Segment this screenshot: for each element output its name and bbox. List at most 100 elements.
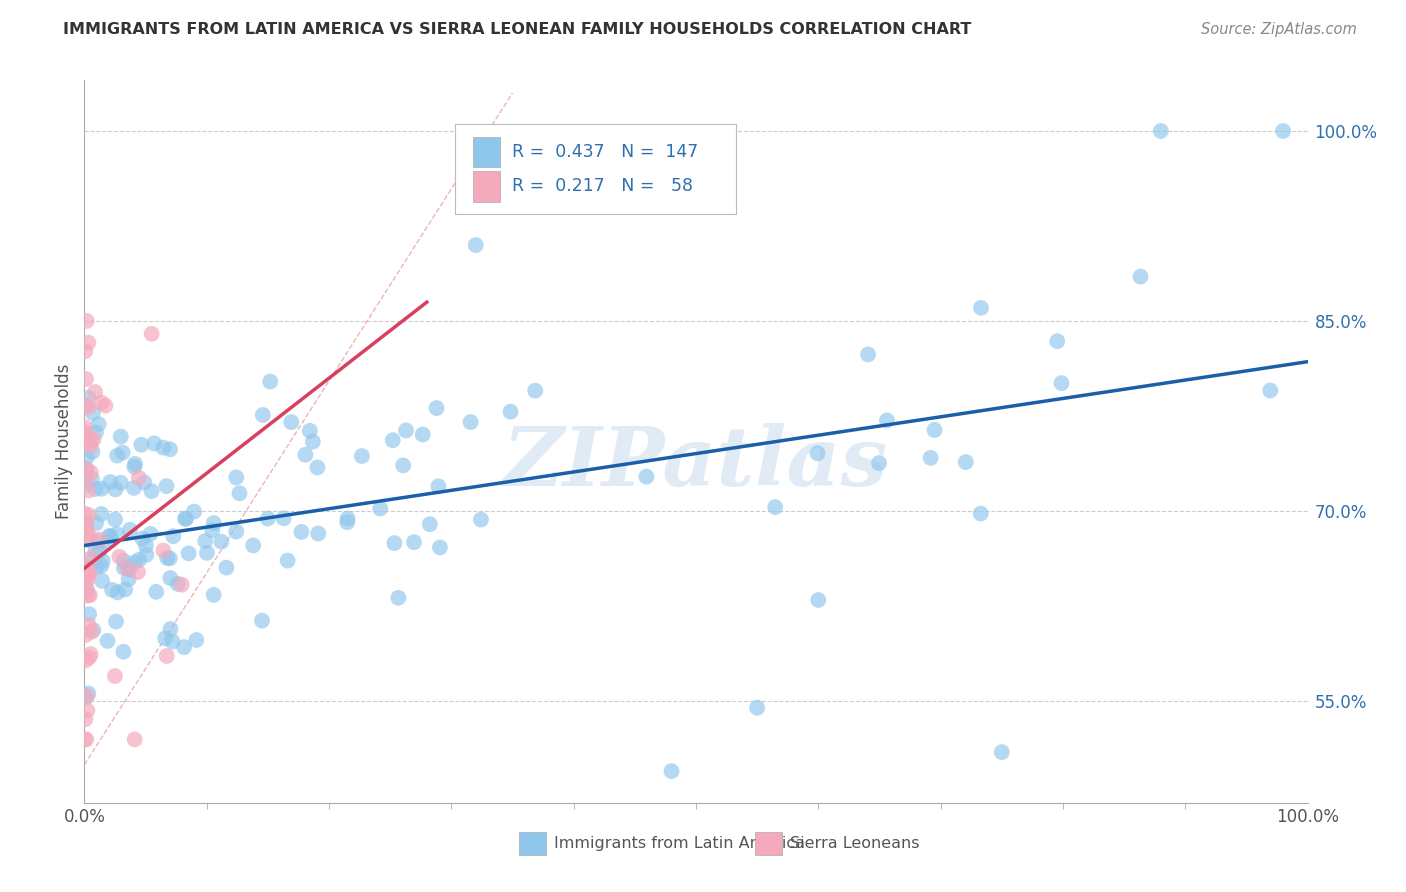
Point [82, 406, 104, 420]
Bar [755, 831, 782, 855]
Point [73, 420, 96, 434]
Point [79, 650, 101, 665]
Point [104, 669, 127, 683]
Point [115, 561, 138, 575]
Point [159, 622, 181, 636]
Point [84, 543, 107, 558]
Point [1050, 376, 1073, 391]
Point [174, 512, 197, 526]
Point [280, 415, 302, 429]
Point [76, 450, 98, 465]
Point [381, 434, 404, 448]
Point [84, 482, 107, 496]
Point [170, 577, 193, 591]
Point [90, 482, 112, 496]
Point [499, 404, 522, 418]
Point [79, 588, 101, 602]
Point [90, 507, 112, 521]
Text: R =  0.437   N =  147: R = 0.437 N = 147 [513, 143, 699, 161]
Point [159, 551, 181, 566]
Point [302, 434, 325, 449]
Point [273, 511, 295, 525]
Point [79, 647, 101, 661]
Point [368, 501, 391, 516]
Point [96, 633, 118, 648]
Bar [474, 136, 501, 167]
Point [131, 438, 153, 452]
Point [118, 572, 141, 586]
Point [112, 561, 135, 575]
Point [112, 554, 135, 568]
Point [868, 456, 890, 470]
Point [307, 460, 329, 475]
Point [177, 546, 200, 560]
Point [1258, 384, 1281, 398]
Point [1046, 334, 1069, 349]
Point [202, 588, 225, 602]
Point [77, 533, 100, 548]
Point [98, 475, 121, 489]
Point [80, 472, 103, 486]
Point [75, 518, 97, 533]
Point [970, 301, 993, 315]
Point [202, 516, 225, 530]
Point [75, 653, 97, 667]
Point [73, 398, 96, 412]
Point [128, 553, 150, 567]
Point [77, 607, 100, 622]
Point [75, 344, 97, 359]
Point [75, 584, 97, 599]
Point [77, 528, 100, 542]
Point [75, 478, 97, 492]
Point [256, 511, 278, 525]
Point [425, 401, 447, 416]
Point [387, 591, 409, 605]
Point [124, 457, 146, 471]
Point [225, 470, 247, 484]
Point [127, 565, 149, 579]
Point [110, 475, 132, 490]
Point [395, 423, 418, 437]
Point [75, 712, 97, 726]
Bar [474, 171, 501, 202]
Point [215, 560, 238, 574]
Point [75, 628, 97, 642]
Point [75, 732, 97, 747]
Point [86, 534, 108, 549]
Point [73, 507, 96, 521]
Point [159, 442, 181, 457]
Point [111, 445, 134, 459]
Point [105, 527, 128, 541]
Point [122, 481, 145, 495]
Point [80, 434, 103, 448]
Point [524, 384, 547, 398]
Point [412, 427, 434, 442]
Point [173, 640, 195, 655]
Point [195, 546, 218, 560]
Point [153, 632, 176, 646]
Point [75, 690, 97, 705]
Point [83, 432, 105, 446]
Point [118, 563, 141, 577]
Point [77, 483, 100, 498]
Point [763, 500, 786, 515]
Point [84, 425, 107, 440]
Point [747, 700, 769, 714]
Point [162, 529, 184, 543]
Point [166, 576, 188, 591]
Point [209, 534, 232, 549]
Point [225, 524, 247, 539]
Text: Sierra Leoneans: Sierra Leoneans [790, 836, 920, 851]
Point [464, 238, 486, 252]
Point [96, 535, 118, 549]
Point [194, 533, 217, 548]
Point [470, 513, 492, 527]
Point [135, 539, 157, 553]
Point [460, 415, 482, 429]
Point [152, 441, 174, 455]
Point [77, 618, 100, 632]
Point [77, 589, 100, 603]
Point [77, 508, 100, 522]
Point [76, 703, 98, 717]
Point [76, 462, 98, 476]
